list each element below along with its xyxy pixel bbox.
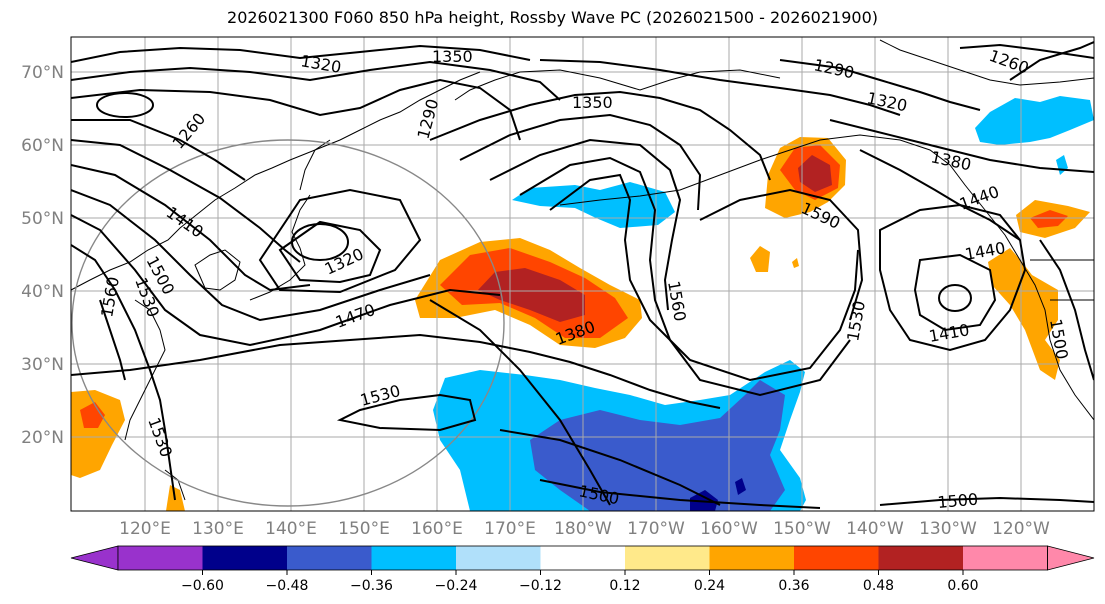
- colorbar-tick-label: 0.24: [694, 578, 725, 594]
- colorbar-segment: [371, 546, 456, 570]
- contour-label: 1500: [937, 490, 979, 512]
- graticule: [71, 37, 1094, 511]
- colorbar-tick-label: 0.60: [947, 578, 978, 594]
- lon-label: 130°E: [192, 519, 244, 539]
- lat-label: 40°N: [21, 282, 64, 302]
- colorbar-tick-label: 0.48: [863, 578, 894, 594]
- colorbar-segment: [456, 546, 541, 570]
- positive-anomaly-central-pacific-core: [478, 268, 585, 322]
- colorbar-extend-low: [70, 545, 119, 571]
- lat-label: 30°N: [21, 355, 64, 375]
- map-frame: [70, 36, 1095, 512]
- colorbar-segment: [202, 546, 287, 570]
- lat-label: 70°N: [21, 63, 64, 83]
- colorbar-segment: [963, 546, 1048, 570]
- negative-anomaly-canada: [975, 96, 1094, 145]
- lon-label: 140°W: [846, 519, 904, 539]
- lon-label: 170°W: [627, 519, 685, 539]
- lat-label: 20°N: [21, 428, 64, 448]
- height-contours: [71, 41, 1094, 509]
- negative-anomaly-north-pacific: [512, 182, 675, 228]
- colorbar-segment: [287, 546, 372, 570]
- latitude-labels: 70°N 60°N 50°N 40°N 30°N 20°N: [21, 63, 64, 448]
- contour-label: 1350: [572, 93, 613, 112]
- colorbar-tick-label: 0.36: [778, 578, 809, 594]
- colorbar-segment: [878, 546, 963, 570]
- lon-label: 160°E: [411, 519, 463, 539]
- colorbar-segment: [709, 546, 794, 570]
- colorbar-tick-label: 0.12: [609, 578, 640, 594]
- colorbar: −0.60 −0.48 −0.36 −0.24 −0.12 0.12 0.24 …: [70, 545, 1095, 594]
- lat-label: 60°N: [21, 136, 64, 156]
- positive-anomaly-california: [988, 248, 1060, 380]
- negative-anomaly-tropical-core: [735, 478, 746, 495]
- map-plot-area: 1350 1320 1260 1290 1350 1290 1320 1260 …: [71, 37, 1094, 512]
- positive-anomaly-spot: [792, 258, 799, 268]
- lon-label: 150°E: [338, 519, 390, 539]
- colorbar-tick-label: −0.12: [519, 578, 562, 594]
- lon-label: 120°W: [992, 519, 1050, 539]
- positive-anomaly-south-china-core: [80, 402, 105, 428]
- colorbar-segment: [540, 546, 625, 570]
- colorbar-tick-label: −0.48: [266, 578, 309, 594]
- lon-label: 170°E: [484, 519, 536, 539]
- longitude-labels: 120°E 130°E 140°E 150°E 160°E 170°E 180°…: [119, 519, 1050, 539]
- influence-circle: [71, 139, 505, 507]
- contour-label: 1350: [432, 47, 473, 66]
- colorbar-tick-label: −0.60: [181, 578, 224, 594]
- colorbar-segment: [794, 546, 879, 570]
- lat-label: 50°N: [21, 209, 64, 229]
- positive-anomaly-west-coast-core: [1030, 210, 1068, 228]
- lon-label: 130°W: [919, 519, 977, 539]
- colorbar-segment: [625, 546, 710, 570]
- colorbar-extend-high: [1047, 545, 1095, 571]
- lon-label: 180°W: [554, 519, 612, 539]
- colorbar-segment: [118, 546, 203, 570]
- positive-anomaly-spot: [750, 246, 770, 272]
- colorbar-tick-label: −0.36: [350, 578, 393, 594]
- lon-label: 150°W: [773, 519, 831, 539]
- positive-anomaly-gulf-of-alaska-core: [798, 155, 832, 192]
- lon-label: 120°E: [119, 519, 171, 539]
- lon-label: 160°W: [700, 519, 758, 539]
- map-title: 2026021300 F060 850 hPa height, Rossby W…: [227, 8, 878, 27]
- colorbar-tick-label: −0.24: [435, 578, 478, 594]
- lon-label: 140°E: [265, 519, 317, 539]
